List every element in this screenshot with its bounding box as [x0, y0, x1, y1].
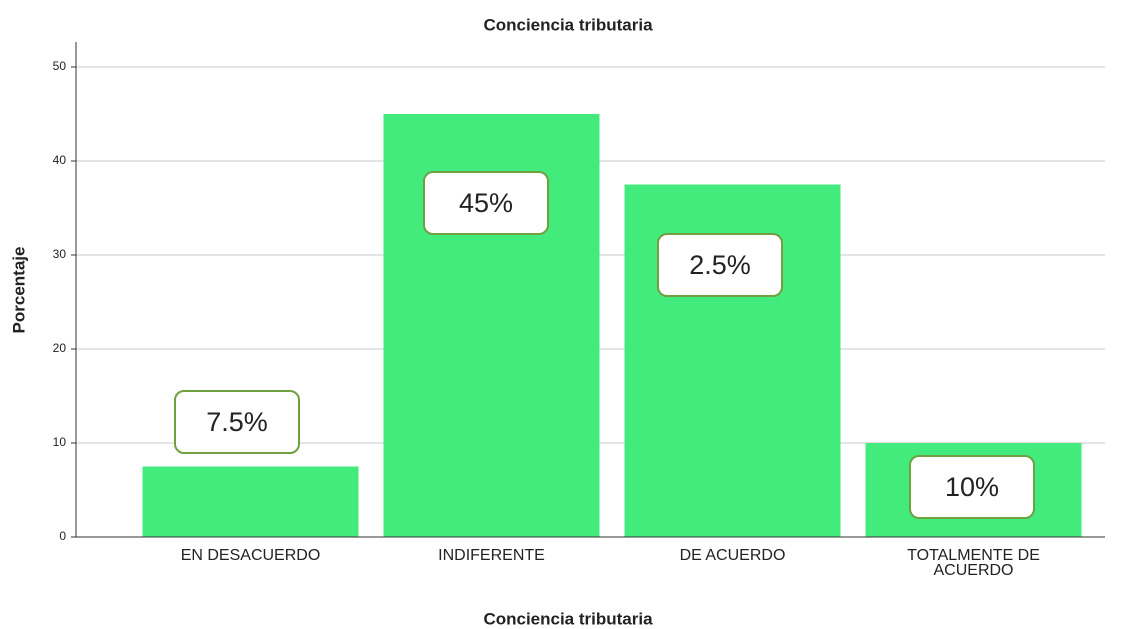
annotation-box — [657, 233, 783, 297]
x-tick-label: TOTALMENTE DE ACUERDO — [907, 547, 1040, 579]
x-tick-label: INDIFERENTE — [438, 547, 545, 564]
y-tick-label: 10 — [53, 435, 67, 449]
annotation-box — [423, 171, 549, 235]
y-tick-label: 0 — [59, 529, 66, 543]
x-tick-label: DE ACUERDO — [679, 547, 786, 564]
x-tick-label: EN DESACUERDO — [180, 547, 321, 564]
y-tick-label: 20 — [53, 341, 67, 355]
annotation-box — [909, 455, 1035, 519]
y-tick-label: 50 — [53, 59, 67, 73]
annotation: 2.5% — [689, 250, 751, 280]
y-tick-label: 40 — [53, 153, 67, 167]
x-axis-title: Conciencia tributaria — [483, 609, 653, 628]
y-tick-label: 30 — [53, 247, 67, 261]
bar — [142, 466, 359, 537]
annotation: 7.5% — [206, 407, 268, 437]
annotation: 45% — [459, 188, 513, 218]
chart-title: Conciencia tributaria — [483, 15, 653, 34]
annotation-box — [174, 390, 300, 454]
y-axis-title: Porcentaje — [9, 247, 28, 334]
annotation: 10% — [945, 472, 999, 502]
